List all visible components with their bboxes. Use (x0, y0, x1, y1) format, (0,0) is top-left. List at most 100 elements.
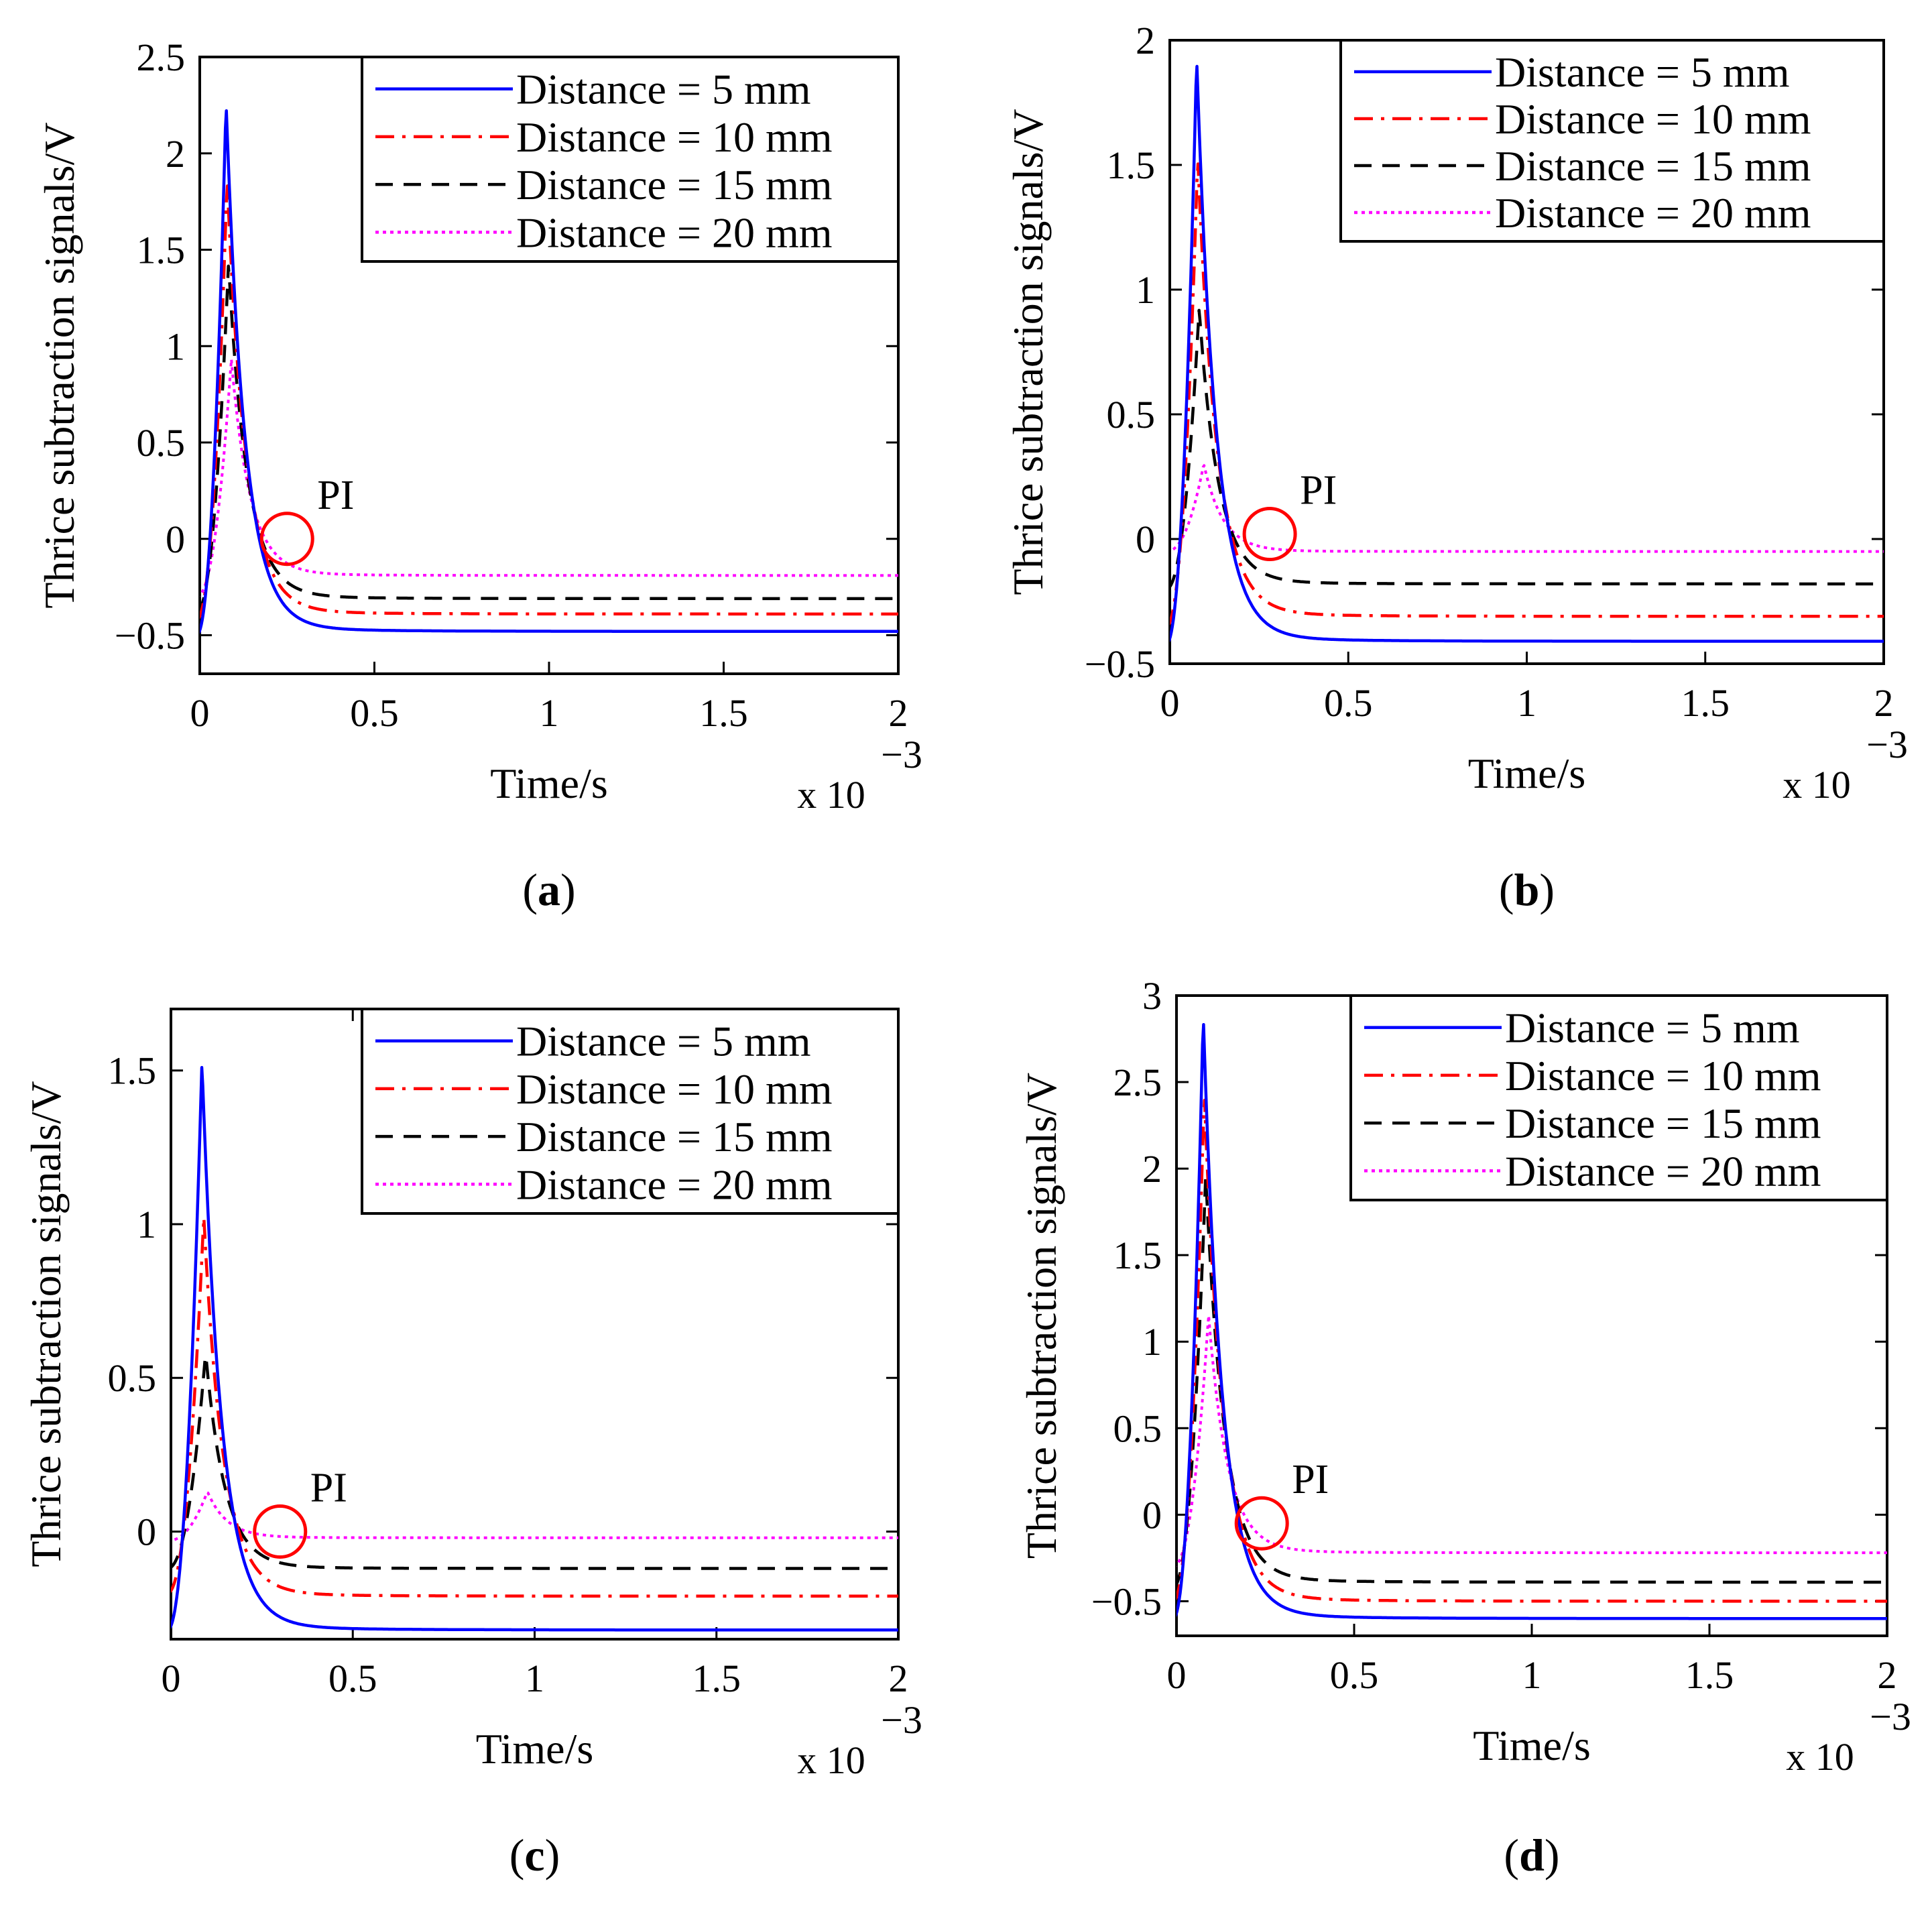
x-exponent-prefix: x 10 (1786, 1735, 1854, 1779)
x-exponent-power: −3 (881, 733, 922, 776)
series-line-2 (1176, 1098, 1887, 1603)
x-tick-label: 1.5 (692, 1657, 741, 1700)
legend-box (1349, 994, 1888, 1201)
pi-annotation-label: PI (317, 473, 354, 518)
y-axis-label: Thrice subtraction signals/V (1018, 1073, 1065, 1559)
x-tick-label: 0 (190, 691, 210, 735)
x-tick-label: 0.5 (350, 691, 399, 735)
pi-marker-circle (1242, 507, 1297, 562)
x-exponent-power: −3 (1870, 1695, 1911, 1738)
x-tick-label: 1.5 (1681, 681, 1730, 725)
y-tick-label: 1.5 (137, 229, 186, 272)
panel-label-open-paren: ( (522, 864, 538, 915)
x-tick-label: 2 (889, 691, 908, 735)
panel-label-open-paren: ( (1499, 864, 1514, 915)
series-line-1 (200, 109, 898, 635)
legend-box (1339, 39, 1885, 243)
x-axis-label: Time/s (476, 1725, 594, 1773)
series-line-2 (1170, 162, 1884, 626)
y-tick-label: 2.5 (137, 36, 186, 79)
panel-label-close-paren: ) (560, 864, 576, 915)
legend-entry-3: Distance = 15 mm (1495, 142, 1811, 190)
legend-entry-1: Distance = 5 mm (1505, 1004, 1800, 1052)
panel-letter: c (524, 1830, 544, 1881)
panel-label: (a) (522, 864, 575, 915)
y-tick-label: 0.5 (1107, 393, 1156, 436)
y-tick-label: 2 (1136, 19, 1155, 62)
series-line-4 (200, 358, 898, 597)
y-tick-label: −0.5 (1091, 1580, 1162, 1623)
legend-entry-4: Distance = 20 mm (516, 209, 833, 256)
y-tick-label: 0 (166, 518, 185, 561)
panel-c: 0 0.5 1 1.5 2 0 0.5 1 1.5 Time/s Thrice subtractio… (22, 1008, 922, 1881)
x-exponent-power: −3 (1866, 723, 1908, 766)
panel-label-open-paren: ( (1504, 1830, 1519, 1881)
panel-letter: b (1514, 864, 1540, 915)
pi-annotation-label: PI (1292, 1457, 1329, 1502)
x-tick-label: 0.5 (1330, 1653, 1379, 1697)
x-exponent-prefix: x 10 (797, 773, 865, 817)
y-tick-label: 2 (1142, 1147, 1162, 1191)
pi-annotation-label: PI (310, 1466, 347, 1511)
legend-entry-2: Distance = 10 mm (516, 1065, 833, 1113)
legend-entry-4: Distance = 20 mm (1495, 189, 1811, 237)
x-tick-label: 0 (1160, 681, 1180, 725)
legend-entry-1: Distance = 5 mm (516, 66, 811, 113)
panel-label: (d) (1504, 1830, 1559, 1881)
x-tick-label: 1 (1522, 1653, 1542, 1697)
panel-label: (c) (509, 1830, 560, 1881)
x-axis-label: Time/s (1468, 750, 1586, 797)
x-tick-label: 1 (1517, 681, 1536, 725)
legend-box (361, 56, 900, 263)
x-axis-label: Time/s (490, 760, 608, 807)
x-exponent-power: −3 (881, 1698, 922, 1742)
y-tick-label: 1 (1142, 1320, 1162, 1364)
series-line-4 (171, 1491, 898, 1542)
panel-label-close-paren: ) (1539, 864, 1555, 915)
y-tick-label: 0.5 (137, 421, 186, 465)
series-group (200, 109, 898, 635)
x-exponent-prefix: x 10 (1783, 763, 1851, 807)
series-line-3 (1176, 1177, 1887, 1588)
series-group (171, 1066, 898, 1632)
x-tick-label: 0.5 (328, 1657, 377, 1700)
series-line-3 (171, 1354, 898, 1570)
panel-label-open-paren: ( (509, 1830, 525, 1881)
panel-label: (b) (1499, 864, 1555, 915)
series-line-1 (171, 1066, 898, 1632)
y-tick-label: 1.5 (1113, 1234, 1162, 1277)
legend-entry-1: Distance = 5 mm (516, 1018, 811, 1065)
x-axis-label: Time/s (1473, 1722, 1591, 1769)
x-tick-label: 1 (540, 691, 559, 735)
y-tick-label: 0 (137, 1510, 156, 1554)
y-axis-label: Thrice subtraction signals/V (1004, 109, 1052, 595)
pi-annotation-label: PI (1300, 468, 1337, 514)
x-tick-label: 2 (889, 1657, 908, 1700)
legend-box (361, 1008, 900, 1215)
series-line-1 (1176, 1022, 1887, 1620)
legend-entry-4: Distance = 20 mm (516, 1160, 833, 1208)
series-group (1176, 1022, 1887, 1620)
x-tick-label: 1 (525, 1657, 544, 1700)
y-tick-label: 1 (137, 1203, 156, 1246)
x-tick-label: 0 (162, 1657, 181, 1700)
series-line-2 (171, 1216, 898, 1598)
y-tick-label: 2.5 (1113, 1061, 1162, 1104)
y-tick-label: 2 (166, 132, 185, 176)
panel-label-close-paren: ) (1545, 1830, 1560, 1881)
x-tick-label: 2 (1874, 681, 1894, 725)
y-tick-label: 0 (1136, 518, 1155, 561)
pi-marker-circle (1234, 1496, 1289, 1551)
series-group (1170, 64, 1884, 643)
y-tick-label: 1.5 (108, 1049, 157, 1093)
y-tick-label: 1.5 (1107, 143, 1156, 187)
series-line-2 (200, 184, 898, 619)
x-exponent-prefix: x 10 (797, 1738, 865, 1782)
pi-marker-circle (259, 512, 314, 567)
series-line-3 (1170, 308, 1884, 589)
